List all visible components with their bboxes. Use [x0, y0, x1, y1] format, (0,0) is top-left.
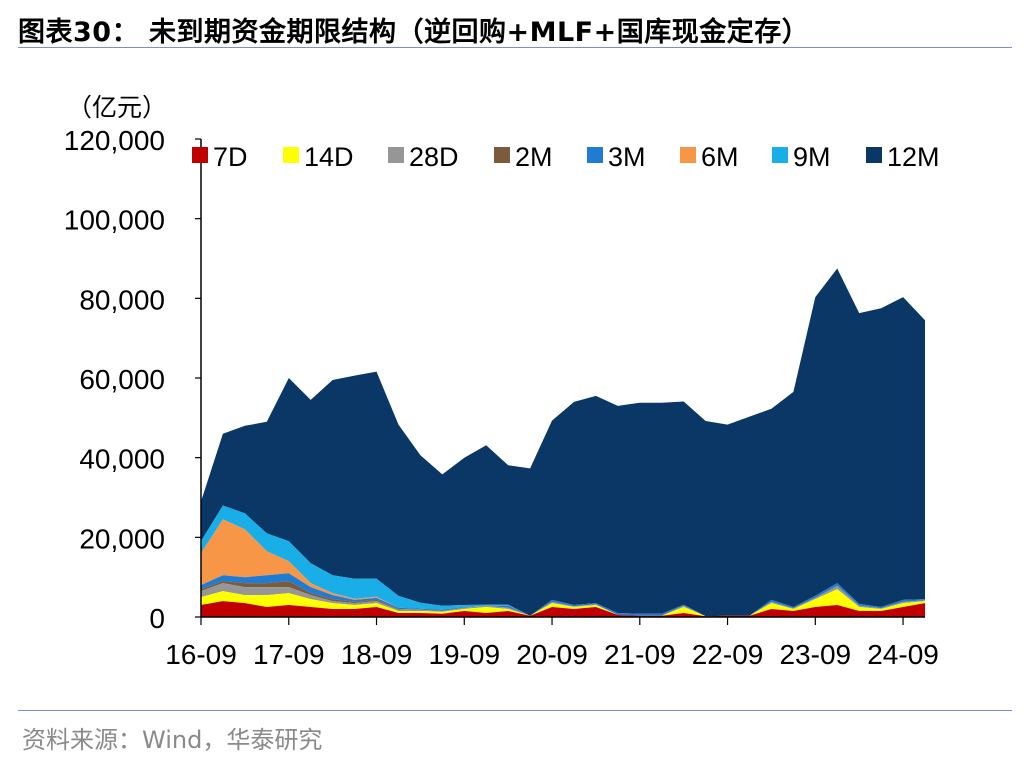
legend-label: 3M: [608, 142, 646, 172]
x-tick-label: 18-09: [341, 639, 413, 670]
legend-swatch: [494, 147, 510, 163]
legend-item-6m: 6M: [680, 142, 739, 172]
title-rule: [18, 47, 1012, 48]
x-tick-label: 17-09: [253, 639, 325, 670]
stacked-area-chart: 0 20,000 40,000 60,000 80,000 100,000 120,000 （…: [64, 93, 940, 670]
legend-swatch: [866, 147, 882, 163]
legend-label: 6M: [701, 142, 739, 172]
y-tick-label: 120,000: [64, 125, 165, 156]
legend-swatch: [772, 147, 788, 163]
x-tick-label: 20-09: [516, 639, 588, 670]
x-tick-label: 16-09: [165, 639, 237, 670]
legend-swatch: [587, 147, 603, 163]
legend: 7D 14D 28D 2M 3M 6M 9M 12M: [192, 142, 940, 172]
y-tick-label: 20,000: [79, 523, 165, 554]
y-tick-label: 60,000: [79, 364, 165, 395]
x-tick-label: 22-09: [692, 639, 764, 670]
legend-label: 12M: [887, 142, 940, 172]
legend-swatch: [388, 147, 404, 163]
legend-label: 2M: [515, 142, 553, 172]
y-axis-unit-label: （亿元）: [67, 93, 167, 122]
source-note: 资料来源：Wind，华泰研究: [22, 726, 323, 754]
y-tick-label: 0: [149, 603, 165, 634]
x-tick-label: 19-09: [428, 639, 500, 670]
legend-label: 9M: [793, 142, 831, 172]
series-area-3m: [201, 573, 925, 617]
series-area-9m: [201, 505, 925, 617]
legend-swatch: [192, 147, 208, 163]
legend-swatch: [283, 147, 299, 163]
legend-item-9m: 9M: [772, 142, 831, 172]
y-tick-label: 40,000: [79, 444, 165, 475]
legend-label: 28D: [409, 142, 459, 172]
x-tick-label: 24-09: [867, 639, 939, 670]
legend-label: 7D: [213, 142, 248, 172]
footer-rule: [18, 710, 1012, 711]
series-area-2m: [201, 581, 925, 617]
legend-item-28d: 28D: [388, 142, 459, 172]
x-tick-label: 23-09: [779, 639, 851, 670]
area-layers: [201, 268, 925, 617]
figure-title: 图表30： 未到期资金期限结构（逆回购+MLF+国库现金定存）: [18, 17, 810, 48]
legend-item-3m: 3M: [587, 142, 646, 172]
series-area-12m: [201, 268, 925, 617]
y-tick-label: 100,000: [64, 205, 165, 236]
legend-swatch: [680, 147, 696, 163]
x-tick-label: 21-09: [604, 639, 676, 670]
legend-item-7d: 7D: [192, 142, 248, 172]
legend-label: 14D: [304, 142, 354, 172]
legend-item-2m: 2M: [494, 142, 553, 172]
legend-item-12m: 12M: [866, 142, 940, 172]
y-tick-label: 80,000: [79, 284, 165, 315]
legend-item-14d: 14D: [283, 142, 354, 172]
series-area-7d: [201, 601, 925, 617]
